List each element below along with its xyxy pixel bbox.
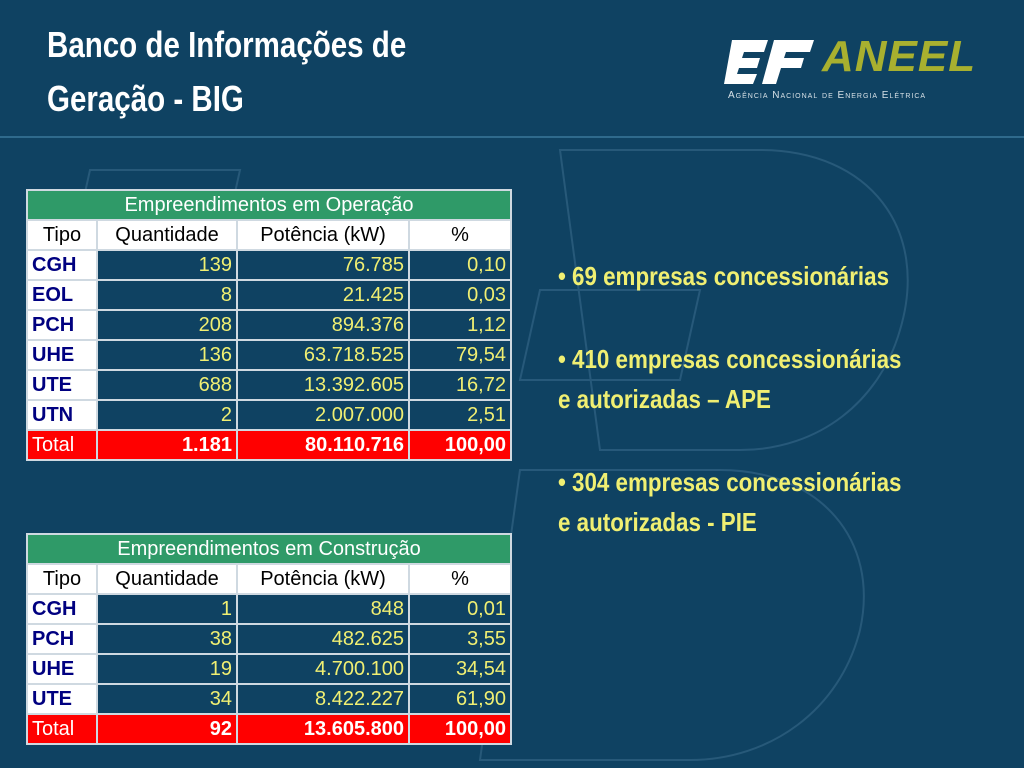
bullet-list: • 69 empresas concessionárias • 410 empr… <box>558 256 949 585</box>
value-cell: 4.700.100 <box>236 653 410 685</box>
value-cell: 38 <box>96 623 238 655</box>
value-cell: 894.376 <box>236 309 410 341</box>
value-cell: 34,54 <box>408 653 512 685</box>
type-cell: UTN <box>26 399 98 431</box>
table-row: UTE 688 13.392.605 16,72 <box>26 369 512 401</box>
value-cell: 2.007.000 <box>236 399 410 431</box>
table-total-row: Total 92 13.605.800 100,00 <box>26 713 512 745</box>
total-value: 80.110.716 <box>236 429 410 461</box>
value-cell: 0,01 <box>408 593 512 625</box>
table-caption-row: Empreendimentos em Operação <box>26 189 512 221</box>
column-header: Quantidade <box>96 219 238 251</box>
title-line-1: Banco de Informações de <box>47 24 407 65</box>
total-label: Total <box>26 713 98 745</box>
bullet-item: • 69 empresas concessionárias <box>558 256 1005 296</box>
table-row: EOL 8 21.425 0,03 <box>26 279 512 311</box>
column-header: Tipo <box>26 219 98 251</box>
value-cell: 848 <box>236 593 410 625</box>
type-cell: CGH <box>26 593 98 625</box>
table-caption: Empreendimentos em Operação <box>26 189 512 221</box>
aneel-ef-mark-icon <box>724 40 814 84</box>
total-value: 100,00 <box>408 429 512 461</box>
type-cell: UTE <box>26 369 98 401</box>
value-cell: 8.422.227 <box>236 683 410 715</box>
table-row: CGH 139 76.785 0,10 <box>26 249 512 281</box>
type-cell: UTE <box>26 683 98 715</box>
total-value: 13.605.800 <box>236 713 410 745</box>
bullet-line: e autorizadas – APE <box>558 384 771 414</box>
bullet-line: e autorizadas - PIE <box>558 507 757 537</box>
value-cell: 79,54 <box>408 339 512 371</box>
bullet-item: • 304 empresas concessionárias e autoriz… <box>558 462 1005 542</box>
logo-subtitle: Agência Nacional de Energia Elétrica <box>728 90 927 101</box>
column-header: % <box>408 219 512 251</box>
value-cell: 208 <box>96 309 238 341</box>
table-row: PCH 38 482.625 3,55 <box>26 623 512 655</box>
page-title: Banco de Informações de Geração - BIG <box>47 18 473 126</box>
value-cell: 2,51 <box>408 399 512 431</box>
column-header: Potência (kW) <box>236 563 410 595</box>
table-operacao: Empreendimentos em Operação Tipo Quantidad… <box>26 189 512 461</box>
type-cell: UHE <box>26 339 98 371</box>
column-header: Potência (kW) <box>236 219 410 251</box>
total-value: 92 <box>96 713 238 745</box>
total-label: Total <box>26 429 98 461</box>
type-cell: UHE <box>26 653 98 685</box>
bullet-line: • 69 empresas concessionárias <box>558 261 890 291</box>
value-cell: 61,90 <box>408 683 512 715</box>
value-cell: 16,72 <box>408 369 512 401</box>
type-cell: PCH <box>26 623 98 655</box>
value-cell: 63.718.525 <box>236 339 410 371</box>
table-row: UTN 2 2.007.000 2,51 <box>26 399 512 431</box>
value-cell: 2 <box>96 399 238 431</box>
value-cell: 139 <box>96 249 238 281</box>
total-value: 100,00 <box>408 713 512 745</box>
value-cell: 3,55 <box>408 623 512 655</box>
value-cell: 76.785 <box>236 249 410 281</box>
table-row: UHE 19 4.700.100 34,54 <box>26 653 512 685</box>
type-cell: CGH <box>26 249 98 281</box>
bullet-item: • 410 empresas concessionárias e autoriz… <box>558 339 1005 419</box>
value-cell: 688 <box>96 369 238 401</box>
value-cell: 34 <box>96 683 238 715</box>
column-header: Quantidade <box>96 563 238 595</box>
value-cell: 0,10 <box>408 249 512 281</box>
table-construcao-body: Empreendimentos em Construção Tipo Quantid… <box>26 533 512 745</box>
table-row: CGH 1 848 0,01 <box>26 593 512 625</box>
bullet-line: • 304 empresas concessionárias <box>558 467 902 497</box>
value-cell: 1,12 <box>408 309 512 341</box>
value-cell: 1 <box>96 593 238 625</box>
table-row: UTE 34 8.422.227 61,90 <box>26 683 512 715</box>
table-row: UHE 136 63.718.525 79,54 <box>26 339 512 371</box>
value-cell: 8 <box>96 279 238 311</box>
table-total-row: Total 1.181 80.110.716 100,00 <box>26 429 512 461</box>
table-caption-row: Empreendimentos em Construção <box>26 533 512 565</box>
total-value: 1.181 <box>96 429 238 461</box>
title-line-2: Geração - BIG <box>47 78 244 119</box>
table-construcao: Empreendimentos em Construção Tipo Quantid… <box>26 533 512 745</box>
aneel-logo: ANEEL Agência Nacional de Energia Elétri… <box>724 30 984 110</box>
table-header-row: Tipo Quantidade Potência (kW)% <box>26 563 512 595</box>
value-cell: 136 <box>96 339 238 371</box>
value-cell: 21.425 <box>236 279 410 311</box>
type-cell: PCH <box>26 309 98 341</box>
table-row: PCH 208 894.376 1,12 <box>26 309 512 341</box>
slide-header: Banco de Informações de Geração - BIG AN… <box>0 0 1024 138</box>
value-cell: 13.392.605 <box>236 369 410 401</box>
value-cell: 482.625 <box>236 623 410 655</box>
column-header: % <box>408 563 512 595</box>
value-cell: 0,03 <box>408 279 512 311</box>
table-header-row: Tipo Quantidade Potência (kW)% <box>26 219 512 251</box>
value-cell: 19 <box>96 653 238 685</box>
logo-name: ANEEL <box>822 32 977 81</box>
bullet-line: • 410 empresas concessionárias <box>558 344 902 374</box>
table-operacao-body: Empreendimentos em Operação Tipo Quantidad… <box>26 189 512 461</box>
column-header: Tipo <box>26 563 98 595</box>
table-caption: Empreendimentos em Construção <box>26 533 512 565</box>
type-cell: EOL <box>26 279 98 311</box>
